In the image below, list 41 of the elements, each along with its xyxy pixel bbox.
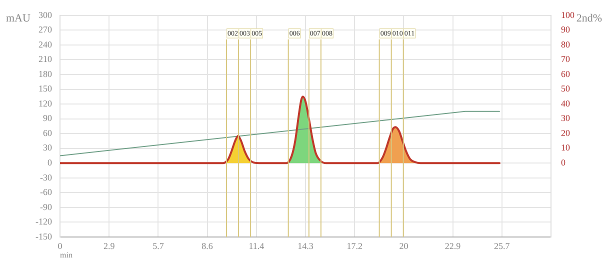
y-tick-label: -30 — [40, 172, 52, 182]
x-tick-label: 22.9 — [444, 240, 462, 251]
y-tick-label: -60 — [40, 187, 52, 198]
x-tick-label: 14.3 — [298, 240, 314, 251]
x-tick-label: 8.6 — [202, 240, 214, 251]
y-tick-label: 120 — [38, 98, 52, 108]
line-series — [60, 96, 500, 164]
x-tick-label: 5.7 — [152, 240, 164, 251]
y-tick-label: 180 — [38, 68, 52, 79]
y2-tick-label: 80 — [561, 39, 570, 50]
y-tick-label: 240 — [38, 39, 52, 50]
y-tick-label: 0 — [48, 157, 52, 168]
x-tick-label: 2.9 — [103, 240, 116, 251]
y2-tick-label: 40 — [561, 98, 570, 108]
y-tick-label: 30 — [43, 142, 52, 153]
y-tick-label: 270 — [38, 24, 52, 35]
x-tick-label: 20 — [399, 240, 409, 251]
y-tick-label: 300 — [38, 10, 52, 20]
y2-tick-label: 70 — [561, 54, 570, 64]
y-axis-title: mAU — [6, 12, 30, 24]
y-tick-label: 210 — [38, 54, 52, 64]
y2-tick-label: 90 — [561, 24, 570, 35]
x-tick-label: 17.2 — [346, 240, 362, 251]
y2-tick-label: 100 — [561, 10, 575, 20]
y2-axis-title: 2nd% — [576, 12, 602, 24]
y2-tick-label: 30 — [561, 113, 570, 124]
y-tick-label: -90 — [40, 202, 52, 212]
x-tick-label: 0 — [58, 240, 63, 251]
x-tick-label: 11.4 — [248, 240, 265, 251]
y2-tick-label: 20 — [561, 128, 570, 138]
y-tick-label: 60 — [43, 128, 52, 138]
y-tick-label: -120 — [36, 216, 52, 227]
y-tick-label: -150 — [36, 231, 52, 242]
y-tick-label: 90 — [43, 113, 52, 124]
x-axis-title: min — [60, 250, 72, 260]
y2-tick-label: 50 — [561, 84, 570, 94]
x-tick-label: 25.7 — [494, 240, 510, 251]
y2-tick-label: 60 — [561, 68, 570, 79]
y-tick-label: 150 — [38, 84, 52, 94]
y2-tick-label: 0 — [561, 157, 566, 168]
y2-tick-label: 10 — [561, 142, 570, 153]
